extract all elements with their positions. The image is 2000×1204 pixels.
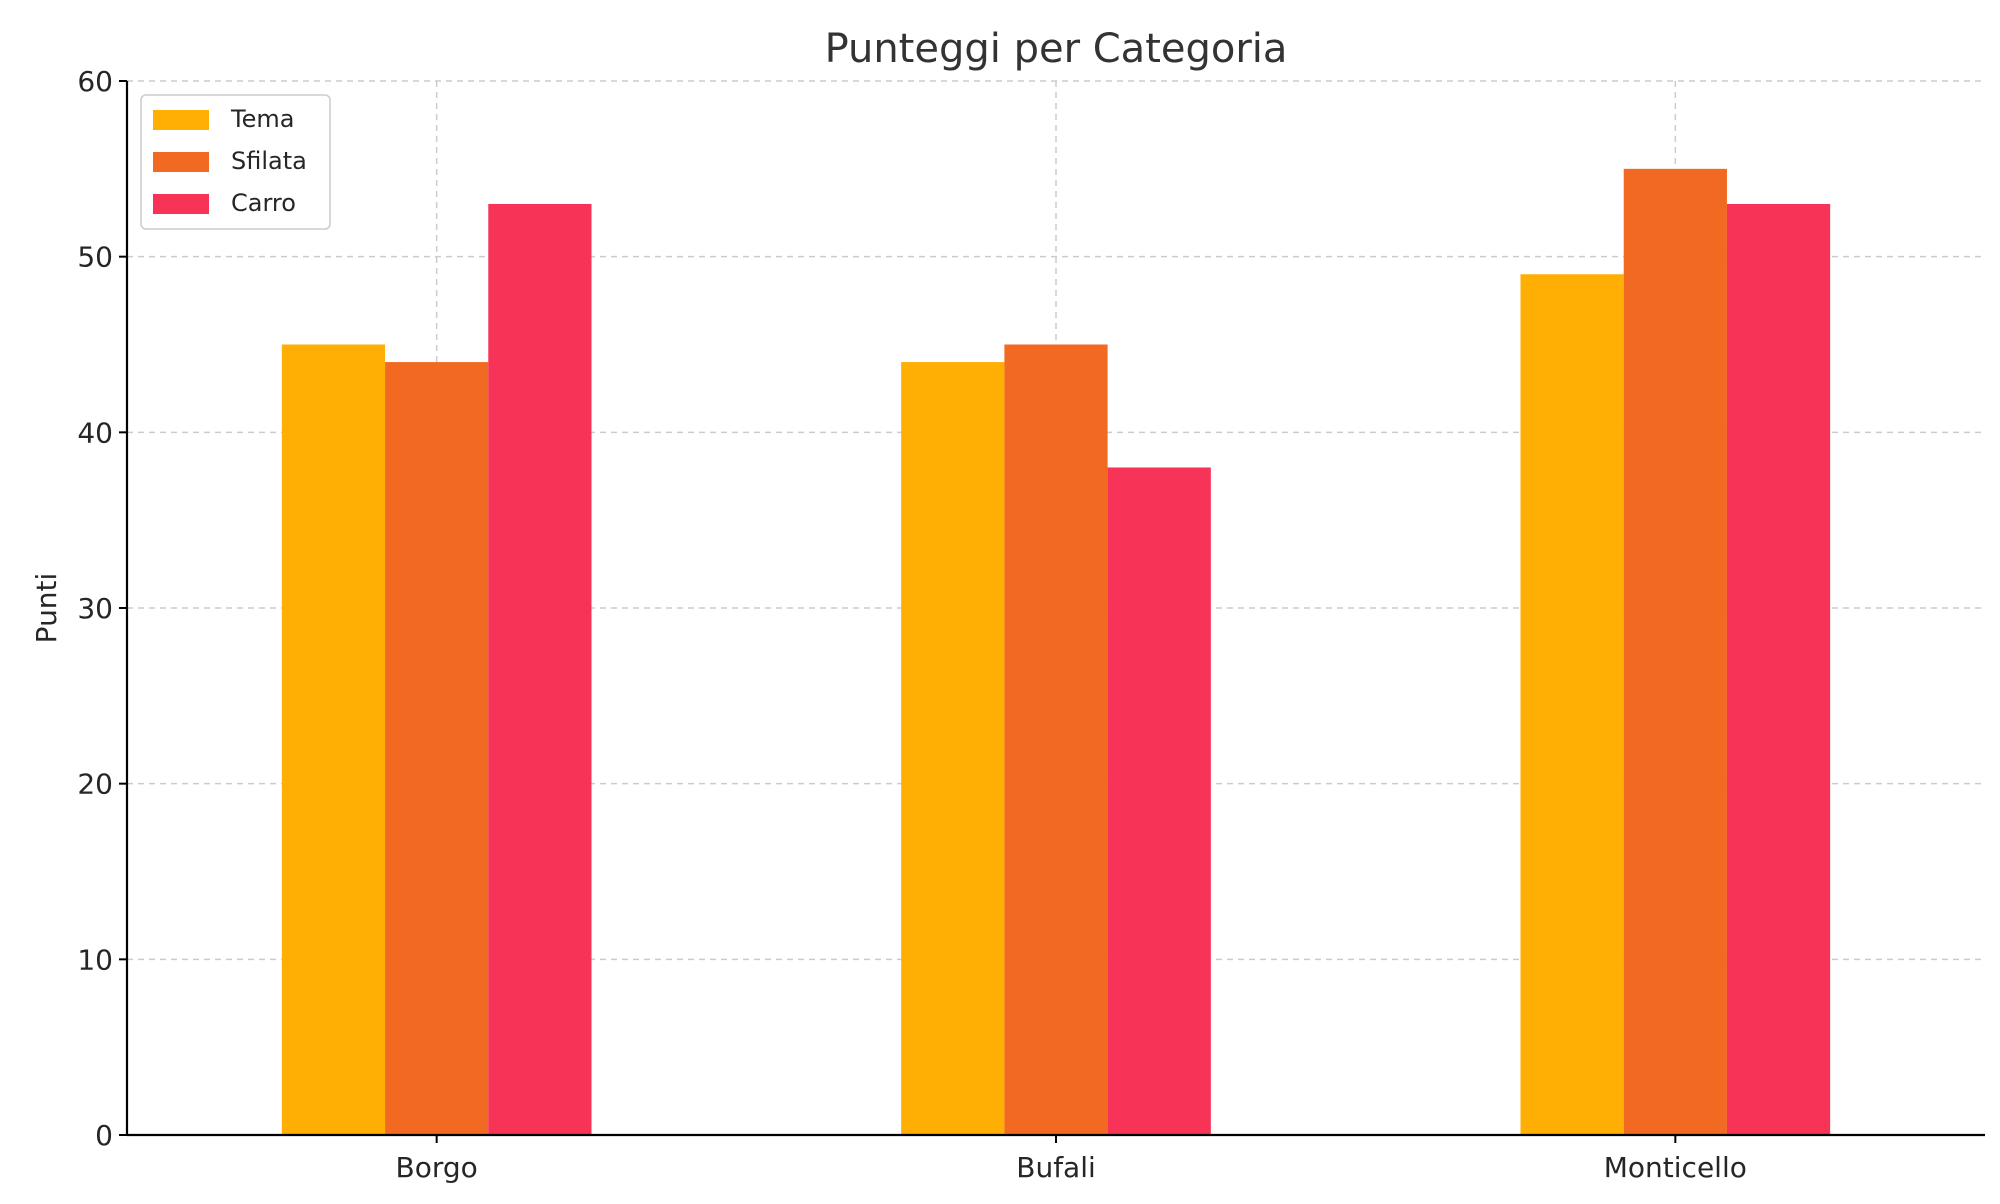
y-tick-label: 60 xyxy=(77,65,113,98)
y-axis-label: Punti xyxy=(30,573,63,644)
bar-sfilata-borgo xyxy=(385,362,489,1136)
x-tick-label-bufali: Bufali xyxy=(1016,1151,1096,1184)
y-tick-label: 50 xyxy=(77,241,113,274)
bar-tema-monticello xyxy=(1520,274,1624,1135)
legend-swatch-carro xyxy=(153,194,209,214)
legend-label-carro: Carro xyxy=(231,189,296,217)
bar-carro-monticello xyxy=(1726,203,1831,1135)
y-tick-label: 10 xyxy=(77,943,113,976)
y-tick-label: 30 xyxy=(77,592,113,625)
bar-tema-bufali xyxy=(901,362,1005,1136)
y-tick-label: 0 xyxy=(95,1119,113,1152)
y-tick-label: 40 xyxy=(77,416,113,449)
bar-sfilata-monticello xyxy=(1623,168,1727,1136)
bars xyxy=(281,168,1831,1136)
legend-label-tema: Tema xyxy=(230,105,294,133)
y-tick-label: 20 xyxy=(77,768,113,801)
legend-swatch-sfilata xyxy=(153,152,209,172)
tick-labels: 0 10 20 30 40 50 60 Borgo Bufali Monticello xyxy=(77,65,1747,1184)
bar-tema-borgo xyxy=(281,344,386,1135)
bar-carro-bufali xyxy=(1107,467,1211,1135)
legend-label-sfilata: Sfilata xyxy=(231,147,307,175)
chart-title: Punteggi per Categoria xyxy=(825,26,1288,72)
bar-carro-borgo xyxy=(488,203,592,1135)
x-tick-label-borgo: Borgo xyxy=(396,1151,478,1184)
x-tick-label-monticello: Monticello xyxy=(1604,1151,1747,1184)
legend-swatch-tema xyxy=(153,110,209,130)
bar-sfilata-bufali xyxy=(1004,344,1108,1135)
legend: Tema Sfilata Carro xyxy=(140,94,331,230)
